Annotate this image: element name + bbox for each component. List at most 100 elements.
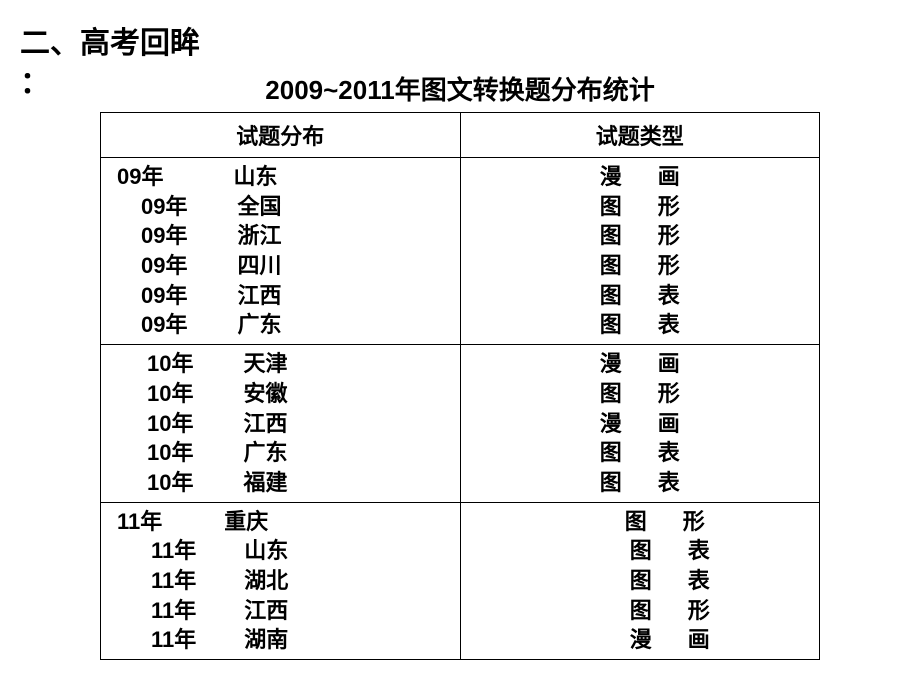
type-char-1: 图: [600, 468, 622, 498]
type-char-2: 表: [688, 536, 710, 566]
type-char-2: 画: [658, 349, 680, 379]
type-char-1: 图: [630, 536, 652, 566]
distribution-table: 试题分布 试题类型 09年山东09年全国09年浙江09年四川09年江西09年广东…: [100, 112, 820, 660]
region-label: 江西: [237, 281, 281, 311]
type-char-2: 形: [658, 192, 680, 222]
region-label: 湖南: [244, 625, 288, 655]
header-type: 试题类型: [460, 113, 820, 158]
year-label: 10年: [147, 468, 193, 498]
region-label: 江西: [243, 409, 287, 439]
year-label: 09年: [141, 192, 187, 222]
type-label: 图表: [461, 468, 820, 502]
table-row: 11年 山东: [101, 536, 460, 566]
table-row: 09年 全国: [101, 192, 460, 222]
type-label: 图表: [461, 281, 820, 311]
region-label: 浙江: [237, 221, 281, 251]
type-char-2: 形: [683, 507, 705, 537]
type-label: 图表: [461, 536, 820, 566]
year-label: 10年: [147, 349, 193, 379]
type-label: 漫画: [461, 345, 820, 379]
year-label: 10年: [147, 438, 193, 468]
type-char-2: 形: [658, 221, 680, 251]
region-label: 全国: [237, 192, 281, 222]
type-char-1: 图: [600, 379, 622, 409]
type-char-2: 表: [658, 310, 680, 340]
year-label: 09年: [141, 281, 187, 311]
type-char-2: 表: [658, 468, 680, 498]
table-header-row: 试题分布 试题类型: [101, 113, 820, 158]
table-row: 10年 安徽: [101, 379, 460, 409]
region-label: 四川: [237, 251, 281, 281]
type-char-1: 图: [600, 251, 622, 281]
type-label: 图形: [461, 503, 820, 537]
table-row: 09年浙江: [101, 221, 460, 251]
type-char-1: 漫: [600, 349, 622, 379]
group-distribution-cell: 09年山东09年全国09年浙江09年四川09年江西09年广东: [101, 158, 461, 345]
group-distribution-cell: 10年天津10年安徽10年江西10年广东10年福建: [101, 345, 461, 502]
group-distribution-cell: 11年重庆11年山东11年湖北11年江西11年湖南: [101, 502, 461, 659]
year-label: 09年: [141, 251, 187, 281]
type-label: 图表: [461, 566, 820, 596]
table-title: 2009~2011年图文转换题分布统计: [0, 70, 920, 107]
region-label: 安徽: [243, 379, 287, 409]
table-row: 10年天津: [101, 345, 460, 379]
type-char-2: 形: [688, 596, 710, 626]
type-label: 图形: [461, 251, 820, 281]
table-row: 11年 江西: [101, 596, 460, 626]
region-label: 山东: [244, 536, 288, 566]
type-label: 图表: [461, 310, 820, 344]
year-label: 09年: [141, 310, 187, 340]
year-label: 10年: [147, 379, 193, 409]
type-char-1: 图: [600, 438, 622, 468]
region-label: 广东: [237, 310, 281, 340]
type-label: 漫画: [461, 158, 820, 192]
type-char-1: 漫: [600, 409, 622, 439]
region-label: 福建: [243, 468, 287, 498]
region-label: 江西: [244, 596, 288, 626]
year-label: 10年: [147, 409, 193, 439]
year-label: 11年: [151, 536, 196, 566]
type-char-2: 表: [688, 566, 710, 596]
table-row: 09年 四川: [101, 251, 460, 281]
region-label: 重庆: [224, 507, 268, 537]
table-group: 09年山东09年全国09年浙江09年四川09年江西09年广东漫画图形图形图形图表…: [101, 158, 820, 345]
type-char-2: 画: [658, 162, 680, 192]
table-row: 09年 广东: [101, 310, 460, 344]
table-row: 11年湖北: [101, 566, 460, 596]
type-char-1: 图: [630, 566, 652, 596]
table-row: 10年 江西: [101, 409, 460, 439]
table-row: 11年 湖南: [101, 625, 460, 659]
region-label: 山东: [233, 162, 277, 192]
type-label: 漫画: [461, 625, 820, 659]
type-label: 图形: [461, 192, 820, 222]
region-label: 广东: [243, 438, 287, 468]
type-char-1: 图: [600, 192, 622, 222]
year-label: 11年: [151, 596, 196, 626]
table-row: 09年山东: [101, 158, 460, 192]
type-char-2: 形: [658, 379, 680, 409]
group-type-cell: 漫画图形漫画图表图表: [460, 345, 820, 502]
type-char-1: 图: [600, 281, 622, 311]
year-label: 11年: [151, 625, 196, 655]
table-row: 11年 重庆: [101, 503, 460, 537]
section-heading: 二、高考回眸: [20, 18, 200, 62]
type-char-1: 图: [625, 507, 647, 537]
table-row: 10年 福建: [101, 468, 460, 502]
table-group: 10年天津10年安徽10年江西10年广东10年福建漫画图形漫画图表图表: [101, 345, 820, 502]
type-char-2: 表: [658, 438, 680, 468]
type-char-2: 形: [658, 251, 680, 281]
type-char-1: 图: [630, 596, 652, 626]
type-char-1: 图: [600, 221, 622, 251]
group-type-cell: 图形图表图表图形漫画: [460, 502, 820, 659]
type-char-2: 表: [658, 281, 680, 311]
table-group: 11年重庆11年山东11年湖北11年江西11年湖南图形图表图表图形漫画: [101, 502, 820, 659]
table-row: 09年 江西: [101, 281, 460, 311]
region-label: 湖北: [244, 566, 288, 596]
type-label: 图形: [461, 596, 820, 626]
year-label: 11年: [117, 507, 162, 537]
table-row: 10年 广东: [101, 438, 460, 468]
header-distribution: 试题分布: [101, 113, 461, 158]
type-char-1: 漫: [600, 162, 622, 192]
type-label: 图形: [461, 221, 820, 251]
type-char-1: 图: [600, 310, 622, 340]
